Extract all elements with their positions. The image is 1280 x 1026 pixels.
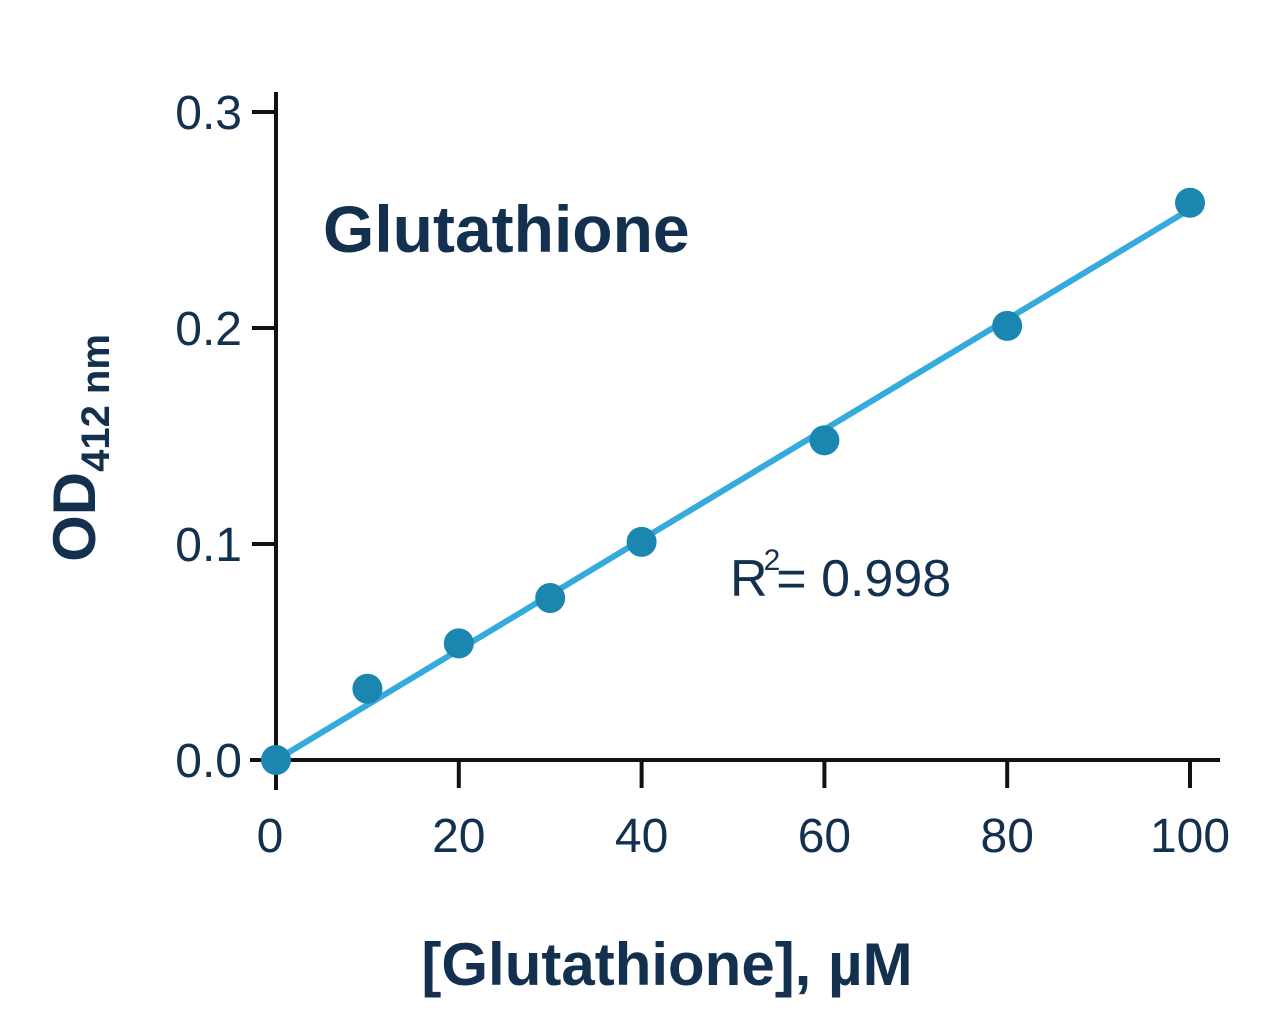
- x-tick-label: 80: [981, 810, 1034, 863]
- data-point: [626, 526, 657, 557]
- x-tick-label: 100: [1150, 810, 1230, 863]
- y-tick-label: 0.1: [175, 519, 242, 572]
- data-point: [261, 745, 291, 775]
- data-point: [535, 583, 566, 613]
- x-tick-label: 20: [432, 810, 485, 863]
- r-squared-annotation: R2= 0.998: [730, 544, 951, 608]
- y-axis-title-subscript: 412 nm: [74, 334, 118, 472]
- data-points-group: [261, 187, 1205, 775]
- data-point: [992, 310, 1023, 341]
- x-tick-label: 0: [257, 810, 284, 863]
- y-tick-label: 0.3: [175, 87, 242, 140]
- y-tick-label: 0.2: [175, 303, 242, 356]
- data-point: [1175, 187, 1205, 218]
- x-axis-title: [Glutathione], µM: [421, 931, 912, 998]
- r-squared-value: = 0.998: [776, 550, 951, 608]
- regression-line: [273, 206, 1193, 763]
- y-tick-label: 0.0: [175, 735, 242, 788]
- x-tick-label: 60: [798, 810, 851, 863]
- y-axis-title-main: OD: [41, 472, 108, 562]
- y-axis-title: OD412 nm: [41, 334, 118, 562]
- data-point: [809, 425, 840, 456]
- x-ticks-group: 0 20 40 60 80 100: [257, 760, 1230, 863]
- r-squared-r: R: [730, 550, 768, 608]
- data-point: [443, 628, 474, 659]
- r-squared-sup: 2: [764, 544, 781, 577]
- y-ticks-group: 0.0 0.1 0.2 0.3: [175, 87, 276, 788]
- chart-title: Glutathione: [323, 192, 690, 266]
- data-point: [352, 673, 383, 704]
- x-tick-label: 40: [615, 810, 668, 863]
